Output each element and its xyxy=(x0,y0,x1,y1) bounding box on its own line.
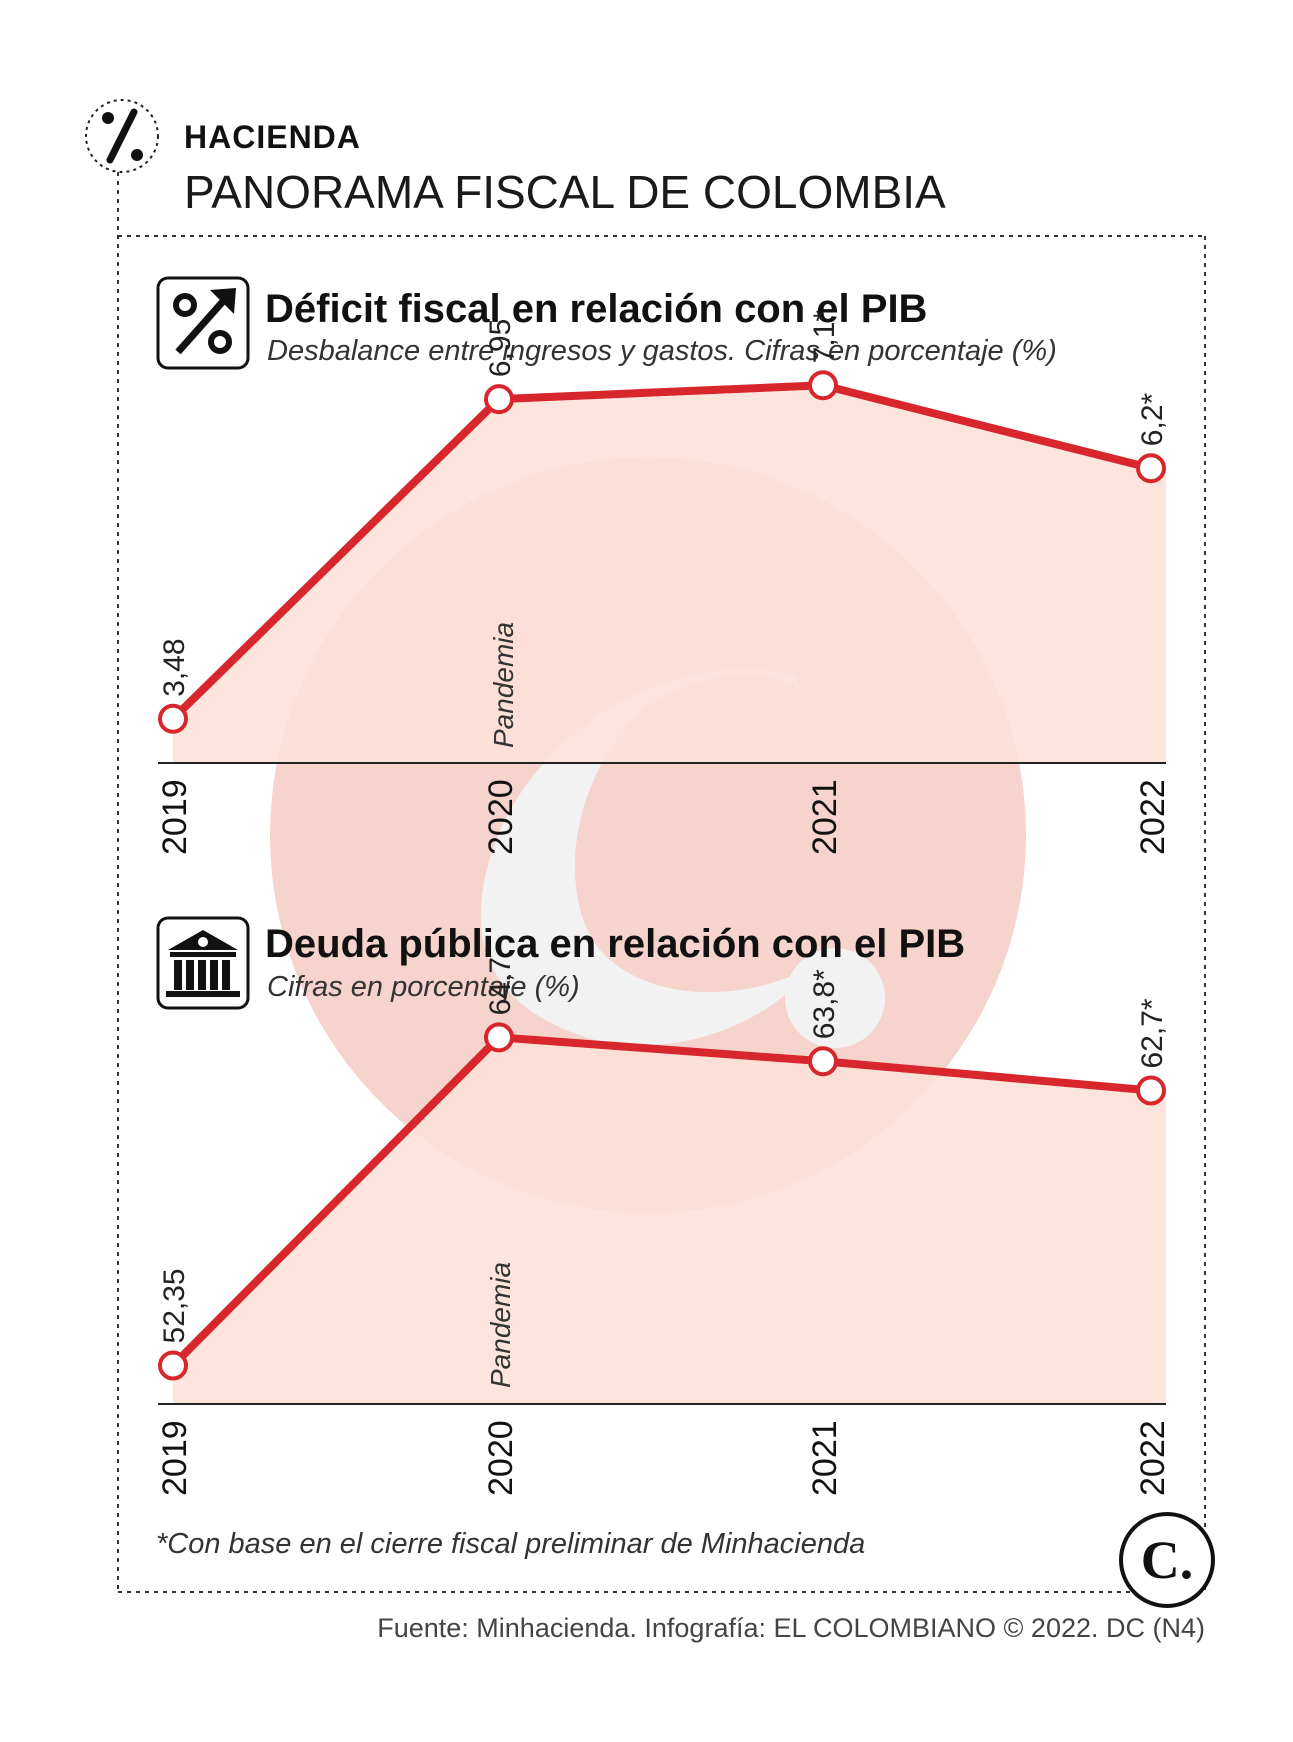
chart-subtitle: Cifras en porcentaje (%) xyxy=(267,971,580,1003)
value-label-2021: 63,8* xyxy=(808,969,841,1039)
chart-title: Déficit fiscal en relación con el PIB xyxy=(265,287,927,331)
data-point-2022 xyxy=(1136,1075,1166,1106)
value-label-2020: 6,95 xyxy=(484,319,517,377)
value-label-2020: 64,7 xyxy=(484,957,517,1015)
frame xyxy=(117,172,1206,1593)
chart-subtitle: Desbalance entre ingresos y gastos. Cifr… xyxy=(267,335,1057,367)
year-label-2022: 2022 xyxy=(1134,779,1172,855)
year-label-2022: 2022 xyxy=(1134,1420,1172,1496)
percent-badge-icon xyxy=(85,99,159,173)
year-label-2021: 2021 xyxy=(806,779,844,855)
source-line: Fuente: Minhacienda. Infografía: EL COLO… xyxy=(377,1613,1205,1643)
data-point-2021 xyxy=(808,1046,838,1077)
data-point-2021 xyxy=(808,370,838,401)
value-label-2022: 62,7* xyxy=(1136,998,1169,1068)
bank-icon xyxy=(156,916,250,1010)
chart-title: Deuda pública en relación con el PIB xyxy=(265,922,965,966)
value-label-2019: 52,35 xyxy=(158,1268,191,1343)
percent-slash xyxy=(106,108,138,164)
logo-ring xyxy=(1119,1512,1215,1608)
data-point-2022 xyxy=(1136,453,1166,484)
data-point-2020 xyxy=(484,384,514,415)
logo-letter: C. xyxy=(1141,1530,1194,1590)
pandemia-label: Pandemia xyxy=(488,622,519,748)
year-label-2020: 2020 xyxy=(482,779,520,855)
logo: C. xyxy=(1119,1512,1215,1608)
debt-chart: Deuda pública en relación con el PIB Cif… xyxy=(156,916,1172,1496)
kicker: HACIENDA xyxy=(184,119,361,155)
header: HACIENDA PANORAMA FISCAL DE COLOMBIA xyxy=(85,99,946,218)
footnote: *Con base en el cierre fiscal preliminar… xyxy=(156,1528,865,1560)
value-label-2022: 6,2* xyxy=(1136,392,1169,446)
year-label-2019: 2019 xyxy=(156,1420,194,1496)
value-label-2021: 7,1* xyxy=(808,310,841,364)
deficit-chart: Déficit fiscal en relación con el PIB De… xyxy=(156,276,1172,855)
data-point-2019 xyxy=(158,1350,188,1381)
watermark-dot xyxy=(785,948,885,1048)
value-label-2019: 3,48 xyxy=(158,638,191,696)
area-fill xyxy=(173,1037,1166,1404)
series-line xyxy=(170,1033,1152,1369)
percent-arrow-icon xyxy=(156,276,250,370)
year-label-2021: 2021 xyxy=(806,1420,844,1496)
year-label-2019: 2019 xyxy=(156,779,194,855)
year-label-2020: 2020 xyxy=(482,1420,520,1496)
page-title: PANORAMA FISCAL DE COLOMBIA xyxy=(184,166,946,218)
data-point-2020 xyxy=(484,1022,514,1053)
data-point-2019 xyxy=(158,703,188,734)
series-line xyxy=(170,381,1152,722)
pandemia-label: Pandemia xyxy=(485,1262,516,1388)
